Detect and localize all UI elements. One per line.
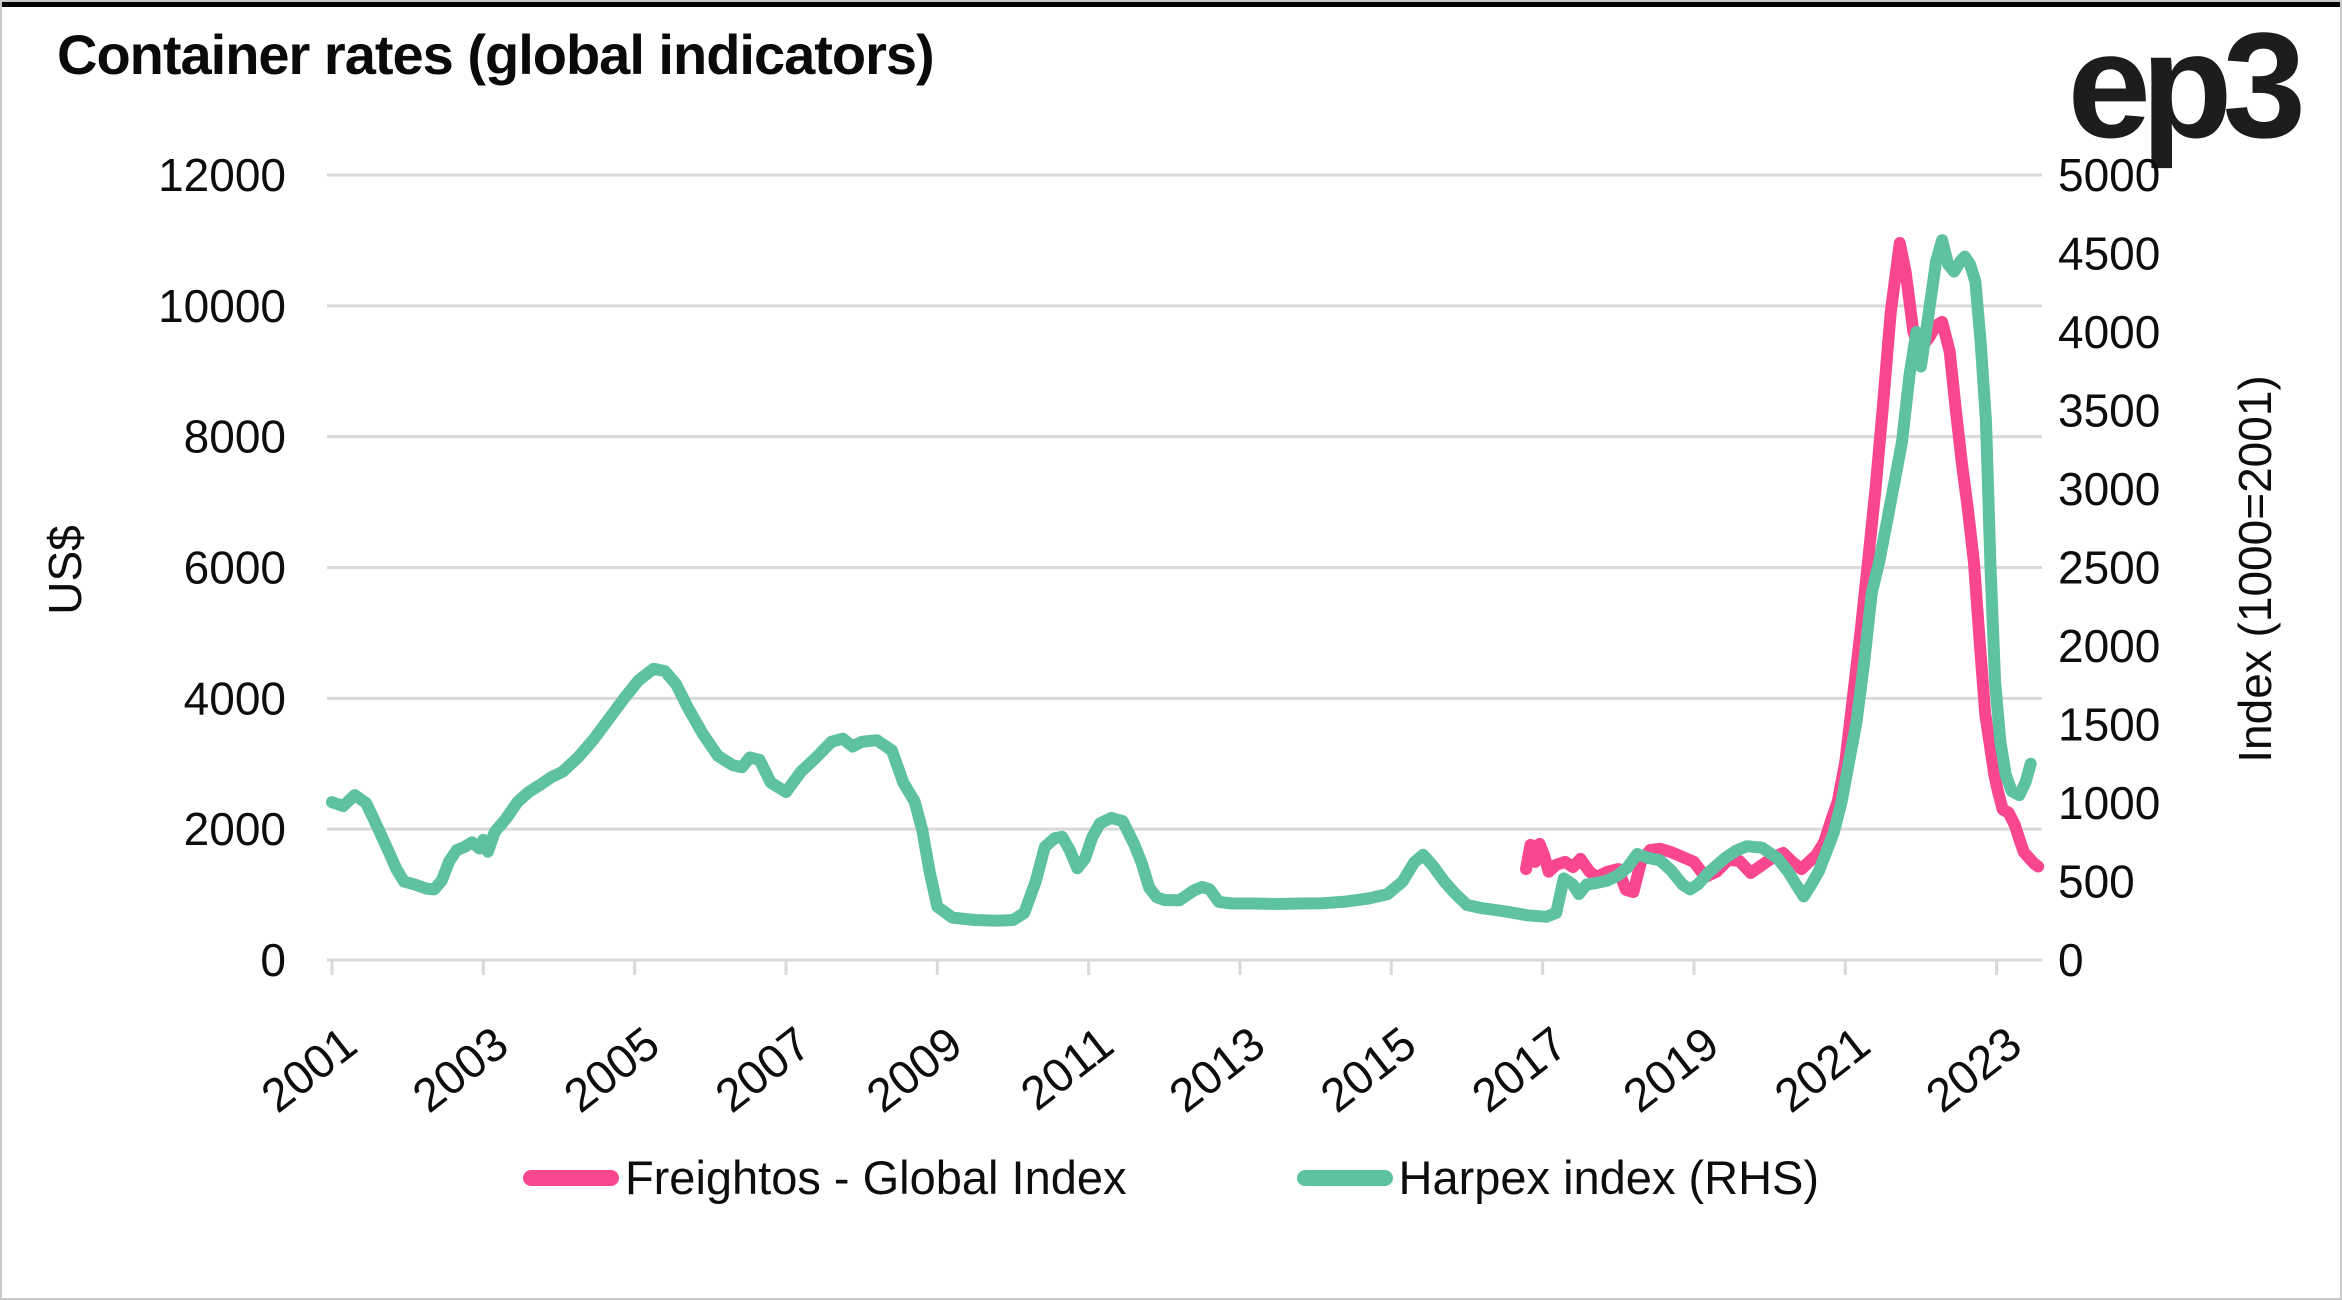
freightos-line-swatch bbox=[522, 1169, 619, 1186]
x-tick-label: 2001 bbox=[251, 1016, 366, 1122]
x-tick-label: 2003 bbox=[402, 1016, 517, 1122]
top-border-bar bbox=[2, 2, 2340, 7]
y-left-tick-label: 10000 bbox=[158, 280, 286, 332]
y-right-tick-label: 4000 bbox=[2058, 306, 2160, 358]
x-tick-label: 2013 bbox=[1159, 1016, 1274, 1122]
x-tick-label: 2023 bbox=[1916, 1016, 2031, 1122]
x-tick-label: 2011 bbox=[1011, 1016, 1123, 1120]
y-right-tick-label: 3000 bbox=[2058, 463, 2160, 515]
legend: Freightos - Global Index Harpex index (R… bbox=[2, 1150, 2340, 1205]
x-tick-label: 2019 bbox=[1613, 1016, 1728, 1122]
x-tick-label: 2009 bbox=[856, 1016, 971, 1122]
legend-item-harpex: Harpex index (RHS) bbox=[1296, 1150, 1820, 1205]
legend-item-freightos: Freightos - Global Index bbox=[522, 1150, 1127, 1205]
y-right-tick-label: 4500 bbox=[2058, 228, 2160, 280]
y-right-tick-label: 3500 bbox=[2058, 385, 2160, 437]
y-right-tick-label: 500 bbox=[2058, 856, 2135, 908]
y-left-tick-label: 4000 bbox=[184, 672, 286, 724]
y-left-tick-label: 12000 bbox=[158, 149, 286, 201]
x-tick-label: 2021 bbox=[1764, 1016, 1879, 1122]
y-right-tick-label: 2500 bbox=[2058, 542, 2160, 594]
x-tick-label: 2015 bbox=[1310, 1016, 1425, 1122]
x-tick-label: 2005 bbox=[554, 1016, 669, 1122]
ep3-logo: ep3 bbox=[2067, 1, 2307, 169]
harpex-line-swatch bbox=[1296, 1169, 1393, 1186]
y-right-tick-label: 5000 bbox=[2058, 149, 2160, 201]
y-left-tick-label: 2000 bbox=[184, 803, 286, 855]
legend-label-harpex: Harpex index (RHS) bbox=[1398, 1151, 1820, 1204]
y-right-tick-label: 1500 bbox=[2058, 699, 2160, 751]
legend-label-freightos: Freightos - Global Index bbox=[624, 1151, 1127, 1204]
y-left-tick-label: 8000 bbox=[184, 411, 286, 463]
harpex-line bbox=[326, 234, 2037, 927]
x-tick-label: 2017 bbox=[1462, 1016, 1577, 1122]
y-right-tick-label: 0 bbox=[2058, 934, 2084, 986]
y-right-tick-label: 2000 bbox=[2058, 620, 2160, 672]
chart-title: Container rates (global indicators) bbox=[57, 23, 935, 86]
y-left-tick-label: 6000 bbox=[184, 542, 286, 594]
y-right-tick-label: 1000 bbox=[2058, 777, 2160, 829]
y-left-tick-label: 0 bbox=[260, 934, 286, 986]
x-tick-label: 2007 bbox=[705, 1016, 820, 1122]
